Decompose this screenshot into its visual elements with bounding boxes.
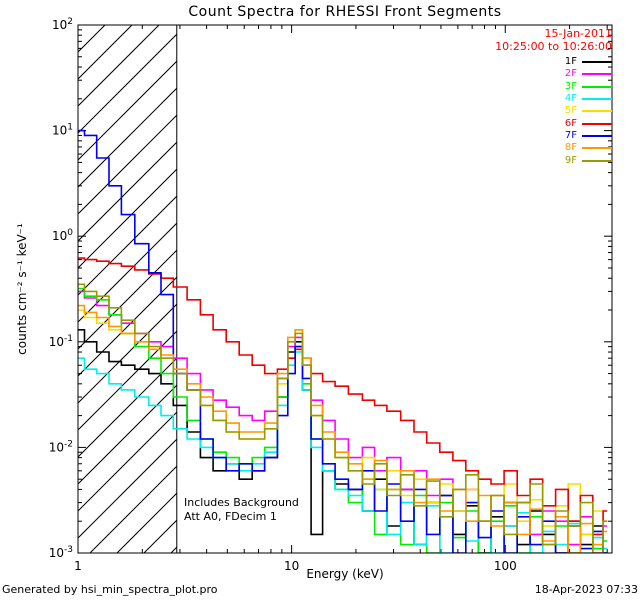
series-4F-line — [78, 351, 608, 553]
legend-line-sample-7F — [582, 134, 612, 137]
legend-item-1F: 1F — [565, 56, 612, 68]
legend-line-sample-8F — [582, 147, 612, 150]
legend-line-sample-6F — [582, 122, 612, 125]
legend-line-sample-1F — [582, 61, 612, 64]
x-tick-label: 1 — [74, 559, 82, 573]
x-tick-label: 100 — [494, 559, 517, 573]
legend-item-7F: 7F — [565, 130, 612, 142]
series-9F-line — [78, 283, 608, 553]
series-5F-line — [78, 309, 608, 536]
legend-label-1F: 1F — [564, 56, 577, 68]
legend-label-7F: 7F — [564, 129, 577, 141]
plot-box — [77, 24, 613, 554]
x-tick-label: 10 — [284, 559, 299, 573]
legend-item-5F: 5F — [565, 105, 612, 117]
legend-label-6F: 6F — [564, 117, 577, 129]
y-tick-label: 102 — [52, 17, 73, 32]
detector-legend: 1F 2F 3F 4F 5F 6F 7F 8F 9F — [565, 56, 612, 167]
background-note: Includes Background — [184, 496, 299, 509]
generated-by-text: Generated by hsi_min_spectra_plot.pro — [2, 583, 218, 596]
series-1F-line — [78, 329, 608, 553]
legend-label-2F: 2F — [564, 68, 577, 80]
legend-item-6F: 6F — [565, 117, 612, 129]
legend-line-sample-2F — [582, 73, 612, 76]
observation-date-block: 15-Jan-2011 10:25:00 to 10:26:00 — [495, 27, 612, 53]
hatch-region — [78, 25, 177, 553]
legend-line-sample-5F — [582, 110, 612, 113]
legend-item-8F: 8F — [565, 142, 612, 154]
legend-label-8F: 8F — [564, 142, 577, 154]
series-6F-line — [78, 257, 608, 536]
y-tick-label: 10-1 — [49, 334, 73, 349]
legend-item-9F: 9F — [565, 154, 612, 166]
observation-time-range: 10:25:00 to 10:26:00 — [495, 40, 612, 53]
y-axis-label: counts cm⁻² s⁻¹ keV⁻¹ — [15, 223, 29, 355]
legend-label-4F: 4F — [564, 93, 577, 105]
y-tick-label: 10-3 — [49, 545, 73, 560]
legend-label-9F: 9F — [564, 154, 577, 166]
generation-timestamp: 18-Apr-2023 07:33 — [534, 583, 638, 596]
legend-line-sample-9F — [582, 159, 612, 162]
page-title: Count Spectra for RHESSI Front Segments — [188, 4, 502, 20]
legend-item-4F: 4F — [565, 93, 612, 105]
legend-item-3F: 3F — [565, 81, 612, 93]
legend-line-sample-3F — [582, 85, 612, 88]
legend-label-5F: 5F — [564, 105, 577, 117]
attenuator-note: Att A0, FDecim 1 — [184, 510, 277, 523]
legend-label-3F: 3F — [564, 80, 577, 92]
legend-item-2F: 2F — [565, 68, 612, 80]
x-axis-label: Energy (keV) — [306, 567, 383, 581]
y-tick-label: 100 — [52, 228, 73, 243]
legend-line-sample-4F — [582, 98, 612, 101]
series-8F-line — [78, 304, 608, 553]
y-tick-label: 101 — [52, 123, 73, 138]
series-2F-line — [78, 290, 608, 553]
axis-ticks — [77, 24, 612, 554]
observation-date: 15-Jan-2011 — [544, 27, 613, 40]
series-7F-line — [78, 129, 608, 553]
y-tick-label: 10-2 — [49, 439, 73, 454]
